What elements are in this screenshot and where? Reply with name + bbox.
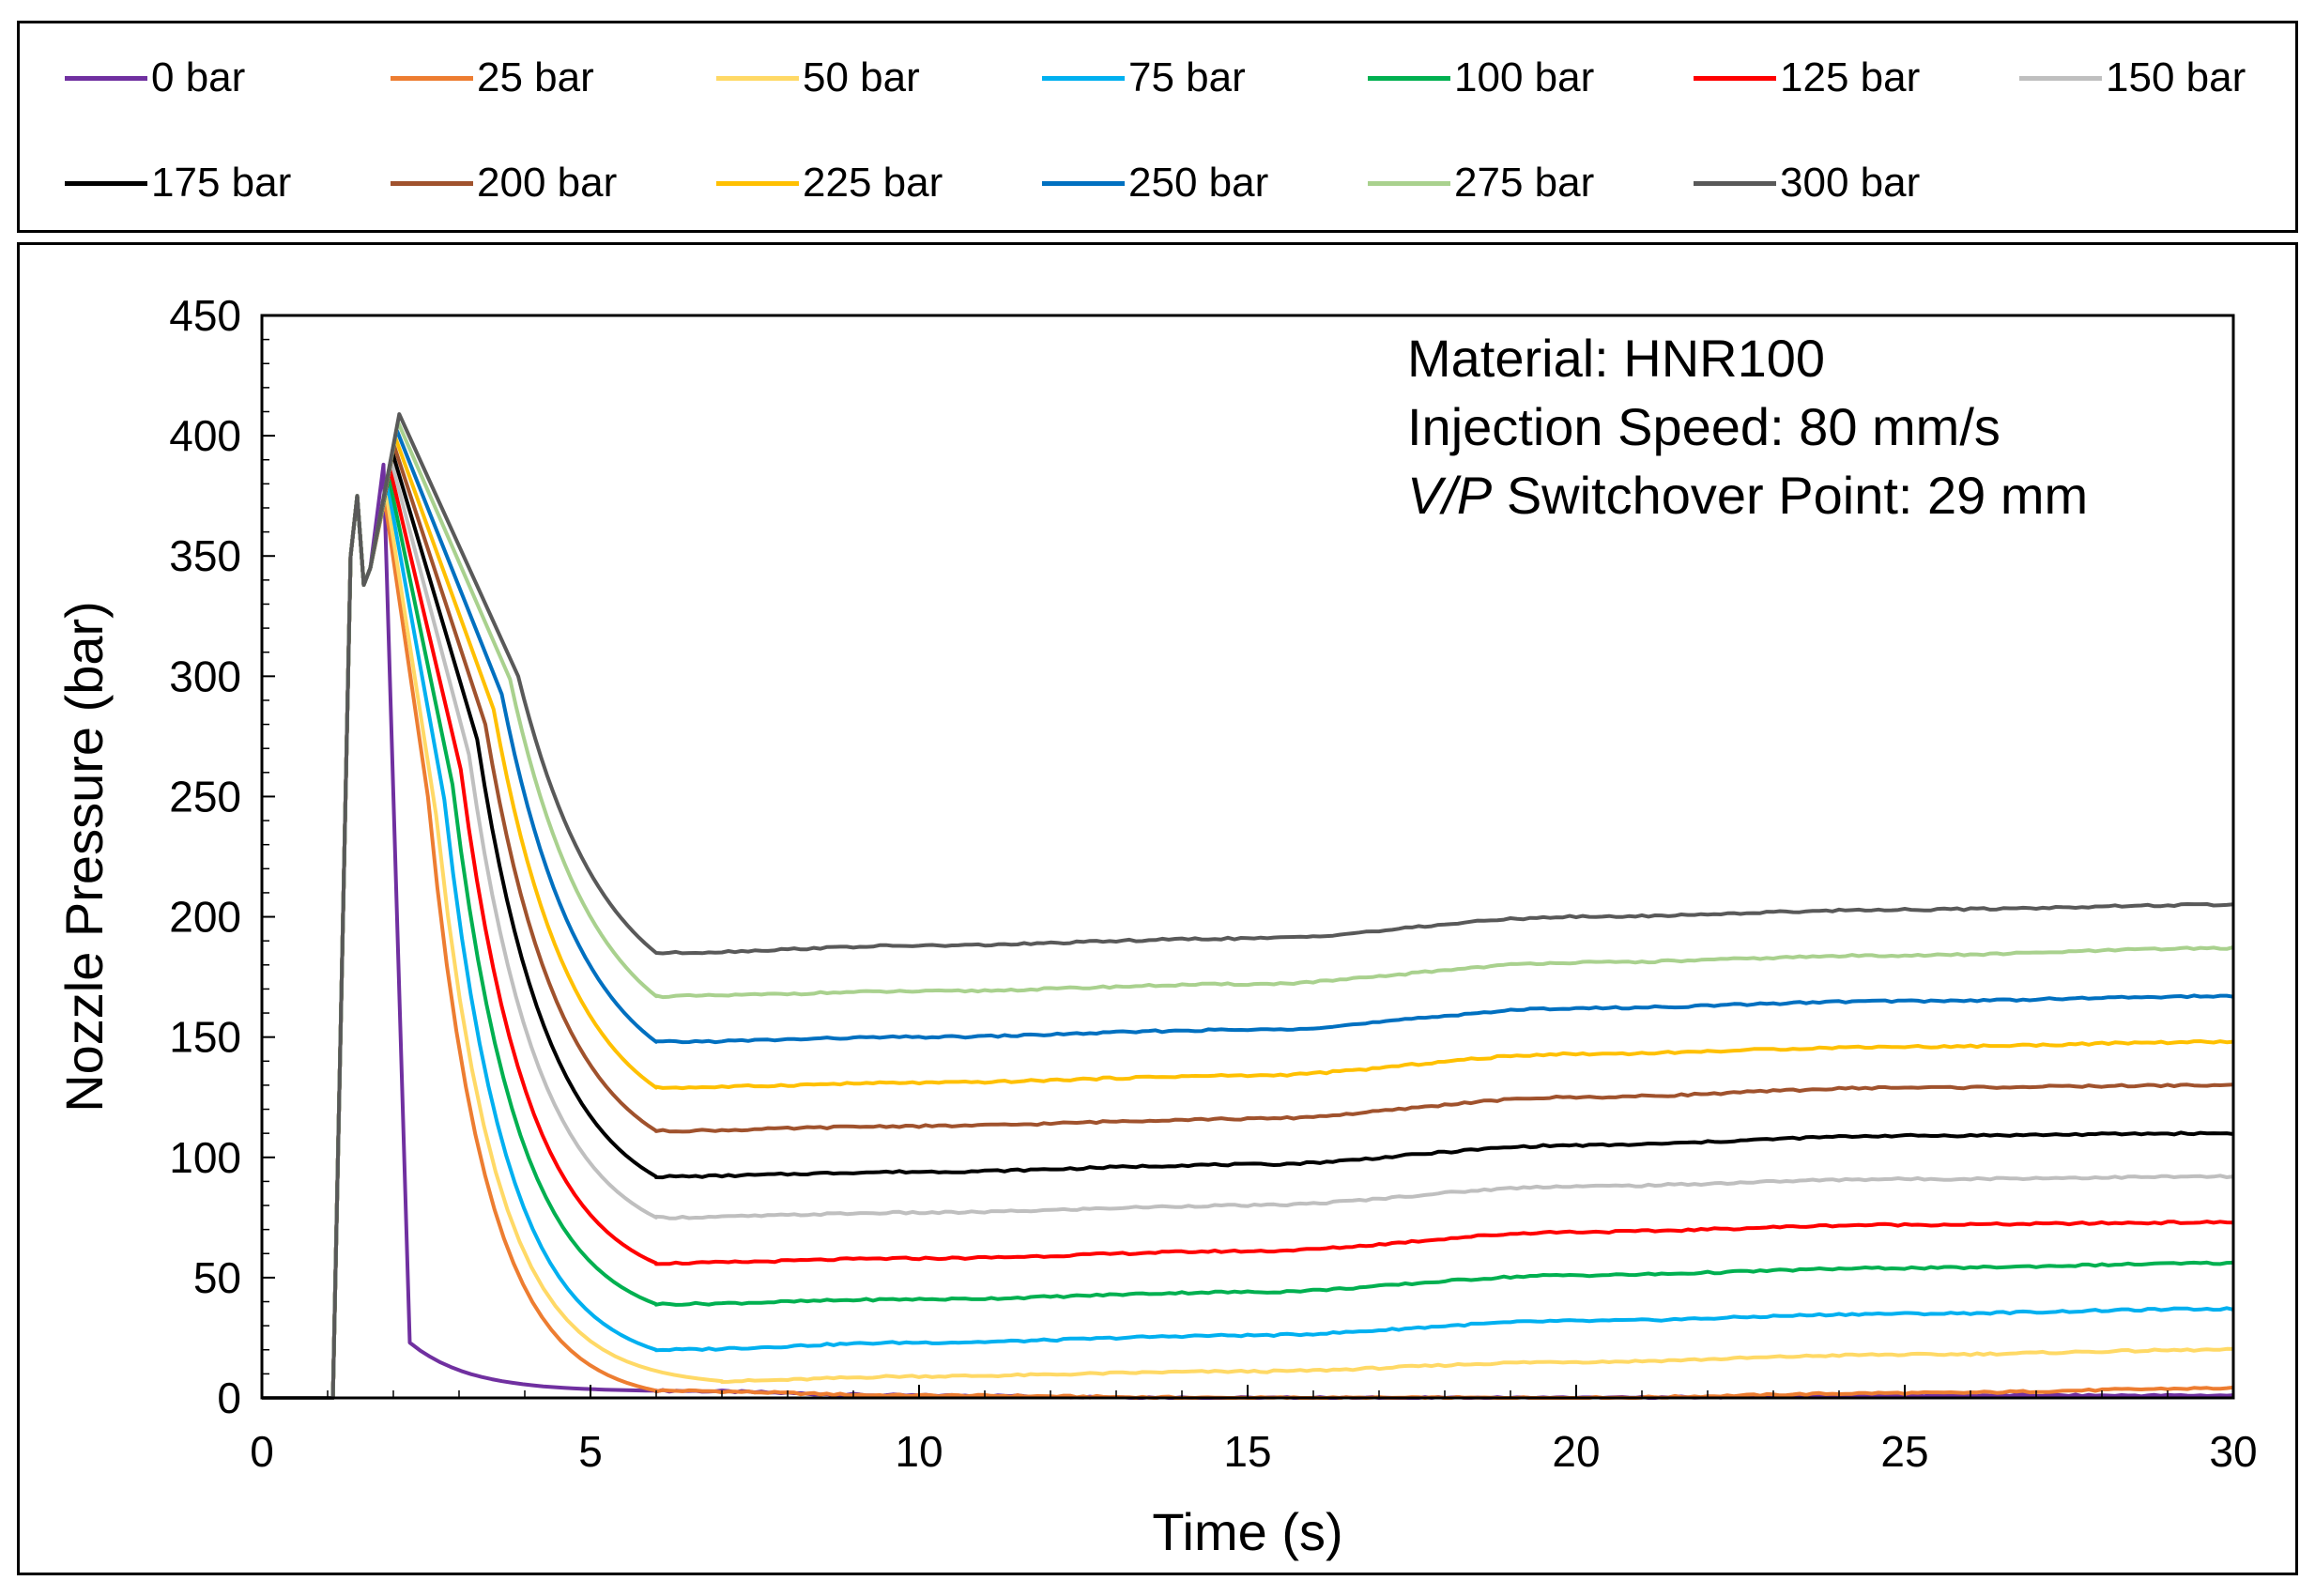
legend-label: 100 bar <box>1454 54 1595 100</box>
legend-swatch <box>391 180 473 186</box>
series-line-275-bar <box>262 420 2234 1400</box>
y-tick-label: 450 <box>169 291 241 340</box>
legend-label: 250 bar <box>1128 160 1269 206</box>
series-line-250-bar <box>262 427 2234 1400</box>
legend-item: 0 bar <box>65 50 245 106</box>
annotation-italic-prefix: V/P <box>1407 466 1492 525</box>
legend-item: 50 bar <box>716 50 920 106</box>
x-tick-label: 5 <box>578 1427 603 1476</box>
y-axis-title: Nozzle Pressure (bar) <box>54 601 114 1113</box>
x-tick-label: 25 <box>1880 1427 1928 1476</box>
y-tick-label: 350 <box>169 531 241 580</box>
legend-item: 25 bar <box>391 50 594 106</box>
legend-swatch <box>1042 180 1125 186</box>
legend-item: 125 bar <box>1694 50 1920 106</box>
legend-item: 100 bar <box>1368 50 1594 106</box>
legend-swatch <box>1368 180 1450 186</box>
series-line-125-bar <box>262 467 2234 1400</box>
legend-swatch <box>391 75 473 81</box>
series-line-300-bar <box>262 412 2234 1400</box>
legend-label: 125 bar <box>1780 54 1921 100</box>
legend-label: 0 bar <box>151 54 246 100</box>
legend-item: 75 bar <box>1042 50 1246 106</box>
legend-item: 200 bar <box>391 155 617 211</box>
series-line-175-bar <box>262 451 2234 1400</box>
legend-swatch <box>2019 75 2102 81</box>
series-line-225-bar <box>262 436 2234 1400</box>
y-tick-label: 400 <box>169 411 241 460</box>
legend-item: 250 bar <box>1042 155 1268 211</box>
legend-swatch <box>1368 75 1450 81</box>
series-line-50-bar <box>262 490 2234 1400</box>
series-line-75-bar <box>262 483 2234 1400</box>
y-tick-label: 100 <box>169 1133 241 1182</box>
legend-label: 225 bar <box>803 160 943 206</box>
legend-swatch <box>1042 75 1125 81</box>
y-tick-label: 250 <box>169 772 241 821</box>
annotation-line: V/P Switchover Point: 29 mm <box>1407 466 2088 525</box>
legend-swatch <box>1694 75 1776 81</box>
annotation-line: Material: HNR100 <box>1407 329 1825 388</box>
y-tick-label: 200 <box>169 893 241 942</box>
legend-label: 75 bar <box>1128 54 1246 100</box>
x-tick-label: 20 <box>1552 1427 1600 1476</box>
legend-item: 225 bar <box>716 155 943 211</box>
legend-swatch <box>1694 180 1776 186</box>
legend-label: 50 bar <box>803 54 920 100</box>
legend-label: 25 bar <box>477 54 594 100</box>
annotation-text: Switchover Point: 29 mm <box>1492 466 2088 525</box>
legend-item: 275 bar <box>1368 155 1594 211</box>
x-tick-label: 0 <box>250 1427 274 1476</box>
legend-label: 175 bar <box>151 160 292 206</box>
chart-area: 0 5 10 15 20 25 30 0 50 100 150 200 250 300 350 400 450 T… <box>17 242 2298 1575</box>
x-tick-label: 30 <box>2209 1427 2257 1476</box>
y-tick-label: 300 <box>169 652 241 700</box>
x-tick-label: 10 <box>895 1427 943 1476</box>
series-line-100-bar <box>262 474 2234 1400</box>
legend: 0 bar 25 bar 50 bar 75 bar 100 bar 125 bar 150… <box>17 21 2298 233</box>
legend-swatch <box>65 75 147 81</box>
x-tick-label: 15 <box>1223 1427 1271 1476</box>
series-line-0-bar <box>262 462 2234 1400</box>
y-tick-label: 150 <box>169 1013 241 1062</box>
legend-swatch <box>65 180 147 186</box>
legend-label: 300 bar <box>1780 160 1921 206</box>
legend-label: 275 bar <box>1454 160 1595 206</box>
y-tick-label: 50 <box>193 1253 241 1302</box>
legend-swatch <box>716 75 799 81</box>
series-line-150-bar <box>262 459 2234 1400</box>
legend-label: 200 bar <box>477 160 618 206</box>
legend-label: 150 bar <box>2106 54 2246 100</box>
annotation-line: Injection Speed: 80 mm/s <box>1407 397 2001 456</box>
legend-item: 175 bar <box>65 155 291 211</box>
y-tick-label: 0 <box>217 1373 241 1422</box>
nozzle-pressure-chart: 0 5 10 15 20 25 30050100150200250300350400450T… <box>54 291 2258 1561</box>
series-line-200-bar <box>262 443 2234 1400</box>
legend-item: 150 bar <box>2019 50 2246 106</box>
legend-item: 300 bar <box>1694 155 1920 211</box>
legend-swatch <box>716 180 799 186</box>
x-axis-title: Time (s) <box>1152 1502 1342 1561</box>
